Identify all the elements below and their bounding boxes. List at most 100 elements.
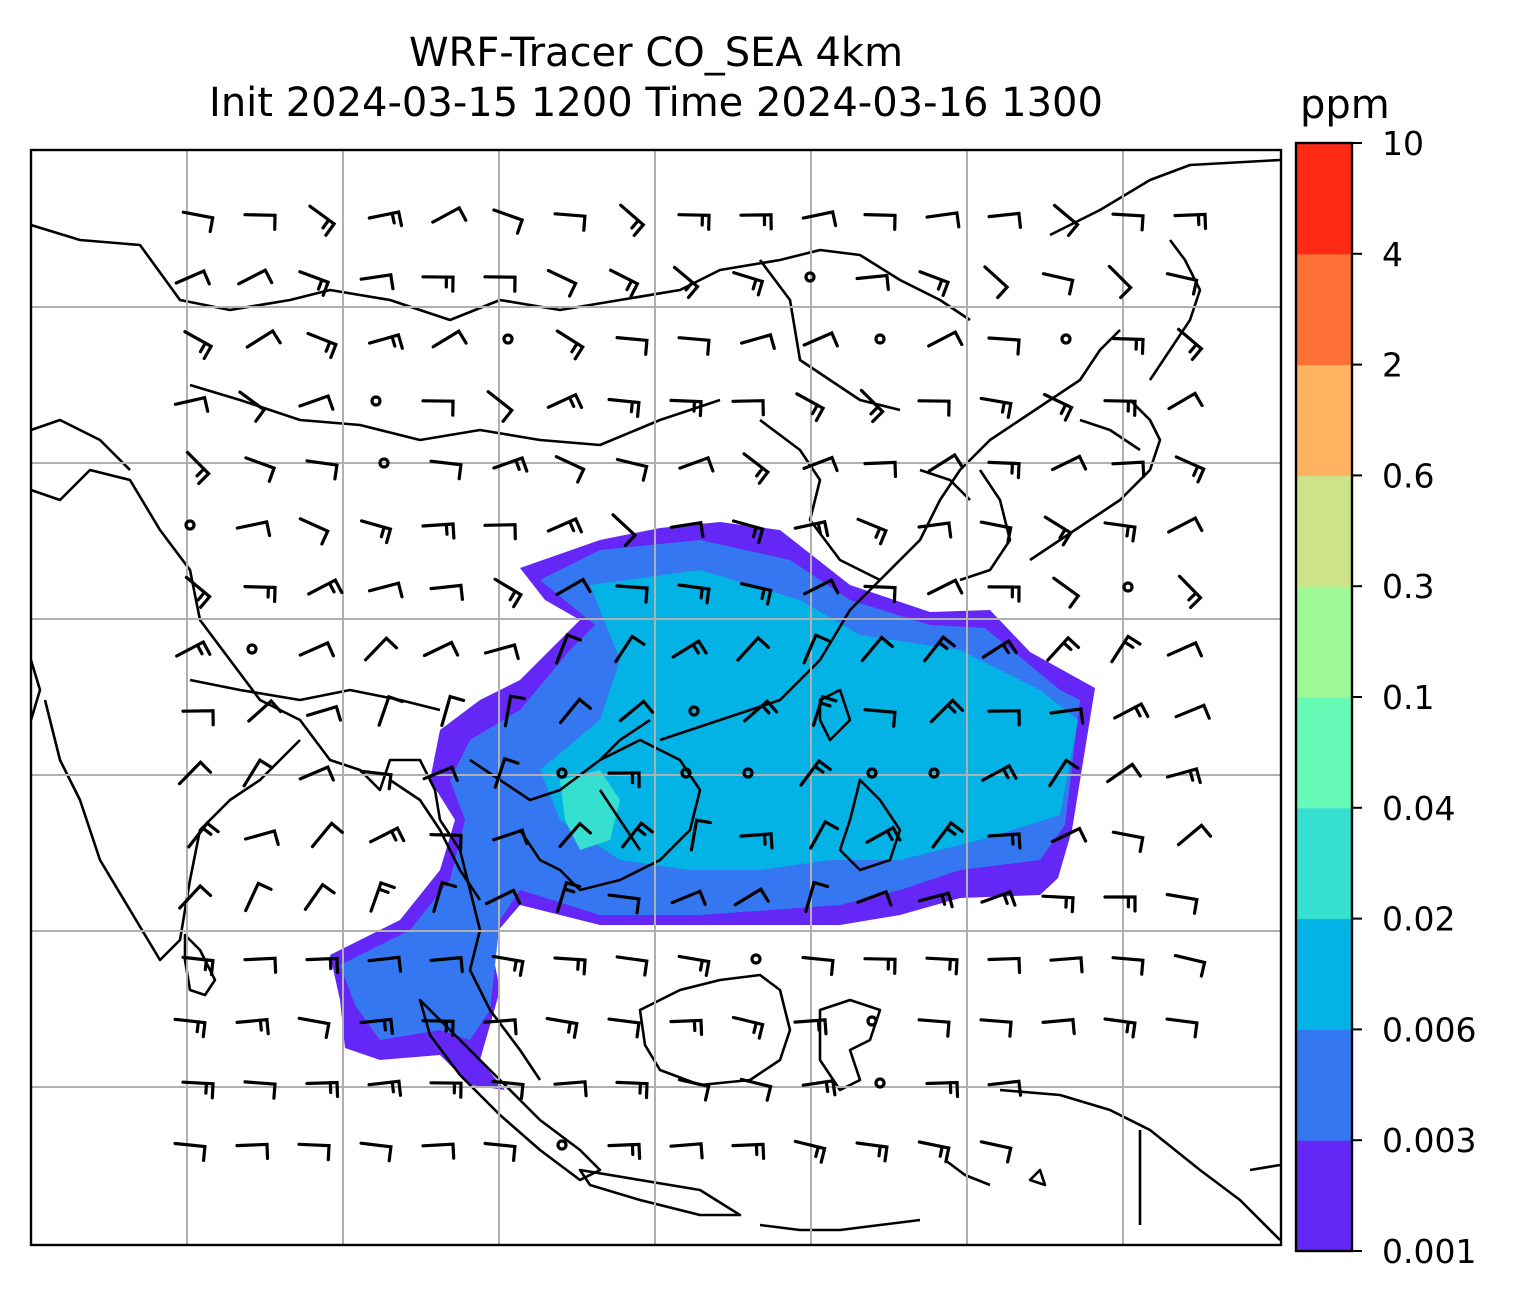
colorbar-tick-label: 0.6	[1382, 456, 1434, 495]
wind-barb	[987, 956, 1022, 975]
wind-barb	[431, 205, 468, 224]
wind-barb	[678, 455, 715, 473]
wind-barb	[432, 880, 458, 913]
wind-barb	[493, 577, 524, 609]
wind-barb	[621, 820, 654, 849]
wind-barb	[607, 893, 641, 915]
colorbar-tick-label: 0.02	[1382, 900, 1455, 939]
wind-barb	[732, 271, 765, 297]
wind-barb	[429, 833, 463, 851]
coastline-newguinea	[999, 1088, 1281, 1241]
coastline-indochina	[438, 738, 702, 1081]
wind-barb	[555, 632, 582, 665]
wind-barb	[1049, 956, 1084, 974]
wind-barb	[555, 577, 592, 597]
wind-barb	[483, 1018, 518, 1036]
wind-barb	[987, 709, 1021, 727]
wind-barb	[235, 1017, 270, 1036]
wind-barb	[243, 1080, 277, 1100]
wind-barb	[987, 336, 1021, 356]
colorbar-tick-label: 0.006	[1382, 1010, 1476, 1049]
colorbar-swatch	[1296, 1140, 1352, 1252]
wind-barb	[979, 520, 1013, 544]
calm-wind-marker	[874, 1077, 886, 1089]
wind-barb	[173, 1141, 207, 1162]
wind-barb	[1050, 454, 1088, 472]
wind-barb	[809, 819, 840, 850]
calm-wind-marker	[378, 457, 390, 469]
wind-barb	[615, 955, 649, 977]
calm-wind-marker	[1060, 333, 1072, 345]
wind-barb	[927, 329, 964, 348]
wind-barb	[483, 275, 517, 293]
wind-barb	[429, 955, 464, 974]
wind-barb	[1177, 327, 1204, 361]
wind-barb	[917, 1018, 951, 1038]
wind-barb	[1041, 272, 1075, 296]
wind-barb	[184, 575, 212, 609]
calm-wind-marker	[184, 519, 196, 531]
wind-barb	[615, 584, 649, 604]
wind-barb	[173, 1017, 207, 1039]
wind-barb	[801, 1078, 837, 1097]
colorbar-tick-label: 4	[1382, 235, 1403, 274]
colorbar-tick-label: 10	[1382, 124, 1424, 163]
wind-barb	[1166, 640, 1203, 658]
wind-barb	[367, 1079, 403, 1097]
wind-barb	[983, 265, 1010, 300]
wind-barb	[367, 955, 403, 973]
wind-barb	[802, 330, 839, 348]
wind-barb	[917, 1140, 951, 1164]
map-panel	[29, 148, 1283, 1247]
wind-barb	[546, 516, 583, 534]
wind-barb	[615, 336, 649, 356]
wind-barb	[360, 519, 393, 545]
calm-wind-marker	[866, 767, 878, 779]
wind-barb	[1165, 892, 1199, 915]
wind-barb	[556, 880, 582, 913]
wind-barb	[1111, 336, 1145, 356]
coastlines	[31, 158, 1281, 1241]
border-lines	[31, 223, 1141, 901]
wind-barb	[607, 1142, 642, 1160]
wind-barb	[863, 957, 897, 975]
wind-barb	[1173, 212, 1208, 230]
wind-barb	[1111, 830, 1145, 854]
wind-barb	[856, 517, 888, 546]
title-line-1: WRF-Tracer CO_SEA 4km	[408, 30, 904, 76]
colorbar-tick-label: 0.003	[1382, 1121, 1476, 1160]
wind-barb	[1173, 954, 1207, 978]
wind-barb	[795, 392, 826, 423]
wind-barb	[181, 955, 215, 977]
wind-barb	[1052, 203, 1080, 237]
wind-barb	[555, 329, 585, 361]
wind-barb	[1165, 767, 1202, 785]
wind-barb	[310, 821, 344, 849]
wind-barb	[483, 643, 520, 661]
colorbar-tick-label: 2	[1382, 346, 1403, 385]
wind-barb	[677, 583, 711, 605]
wind-barb	[187, 820, 220, 849]
wind-barb	[174, 268, 211, 286]
plume-inner	[540, 570, 1078, 870]
wind-barb	[1050, 826, 1088, 844]
wind-barb	[298, 270, 331, 297]
wind-barb	[303, 882, 336, 911]
coastline-srilanka	[183, 933, 217, 997]
coastline-india	[31, 468, 442, 962]
wind-barb	[731, 519, 765, 545]
wind-barb	[979, 1018, 1013, 1038]
wind-barb	[669, 520, 705, 539]
wind-barb	[367, 210, 404, 228]
wind-barb	[431, 329, 468, 349]
wind-barb	[242, 757, 274, 788]
wind-barb	[238, 390, 267, 423]
wind-barb	[739, 1077, 773, 1102]
wind-barb	[1043, 515, 1073, 547]
colorbar-swatch	[1296, 918, 1352, 1030]
wind-barb	[486, 390, 515, 423]
colorbar-unit: ppm	[1300, 82, 1390, 128]
wind-barb	[1110, 634, 1142, 664]
wind-barb	[297, 1016, 331, 1040]
